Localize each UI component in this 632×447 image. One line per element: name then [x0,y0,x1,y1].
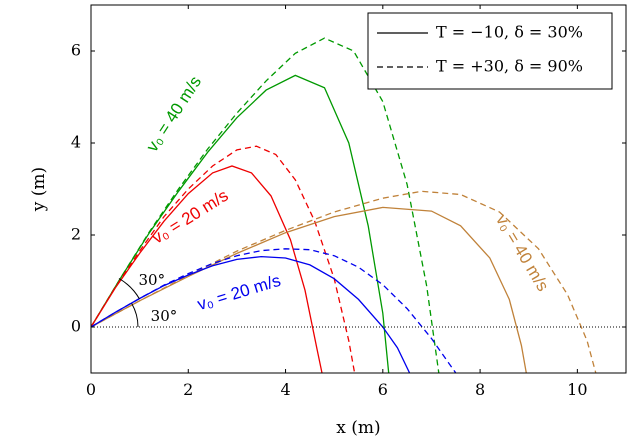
x-axis-title: x (m) [336,418,380,438]
curve-annotation-0: v₀ = 40 m/s [142,73,205,155]
axis-ticks: 0 2 4 6 8 10 0 2 4 6 [71,5,626,399]
series-line-v0-40-m-s-30-dashed [91,190,597,373]
series-line-v0-40-m-s-60-dashed [91,37,440,373]
series-line-v0-40-m-s-60-solid [91,74,390,373]
series-line-v0-40-m-s-30-solid [91,206,527,373]
y-axis-title: y (m) [29,167,49,212]
legend-label-dashed: T = +30, δ = 90% [436,57,583,76]
y-tick-label-6: 6 [71,41,81,60]
angle-arc-upper [118,278,140,300]
trajectory-curves [91,37,597,373]
x-tick-label-2: 2 [183,380,193,399]
legend: T = −10, δ = 30% T = +30, δ = 90% [367,12,613,90]
y-tick-label-2: 2 [71,225,81,244]
legend-box [367,12,613,90]
angle-label-0: 30° [138,271,165,289]
angle-arc-lower [131,303,139,328]
y-tick-label-4: 4 [71,133,81,152]
x-tick-label-6: 6 [378,380,388,399]
curve-labels: v₀ = 40 m/sv₀ = 20 m/sv₀ = 20 m/s v₀ = 40… [142,73,552,314]
x-tick-label-8: 8 [475,380,485,399]
x-tick-label-4: 4 [280,380,290,399]
angle-label-1: 30° [151,307,178,325]
y-tick-label-0: 0 [71,317,81,336]
legend-label-solid: T = −10, δ = 30% [436,23,583,42]
launch-angle-arcs: 30° 30° [118,271,178,328]
x-tick-label-0: 0 [86,380,96,399]
curve-annotation-2: v₀ = 20 m/s [195,271,283,314]
series-line-v0-20-m-s-30-dashed [91,248,457,373]
x-tick-label-10: 10 [567,380,587,399]
series-line-v0-20-m-s-60-solid [91,165,323,373]
plot-frame [90,4,627,374]
series-line-v0-20-m-s-60-dashed [91,145,356,373]
